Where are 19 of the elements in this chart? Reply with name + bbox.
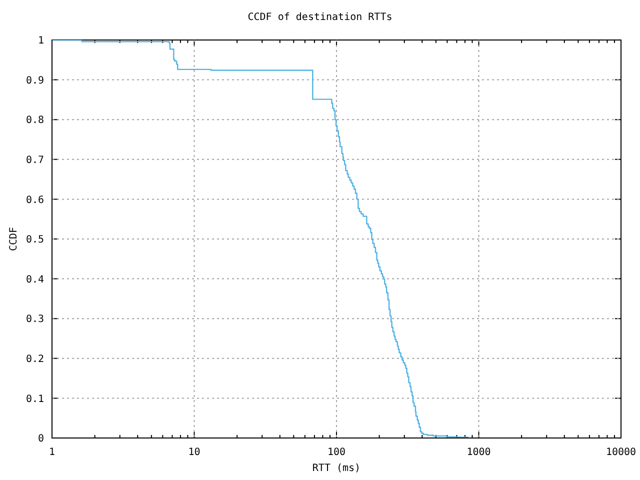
chart-title: CCDF of destination RTTs: [246, 12, 394, 23]
y-tick-label: 0.8: [26, 115, 44, 126]
y-tick-label: 0.7: [26, 154, 44, 166]
y-tick-label: 0.6: [26, 194, 44, 206]
y-tick-label: 0.5: [26, 234, 44, 246]
x-axis-title: RTT (ms): [311, 463, 362, 474]
x-tick-label: 1: [48, 447, 56, 458]
x-tick-label: 100: [327, 447, 346, 458]
y-tick-label: 0.4: [26, 274, 44, 286]
y-tick-label: 1: [38, 36, 44, 47]
x-tick-label: 1000: [466, 447, 491, 458]
x-tick-label: 10: [188, 447, 200, 458]
y-tick-label: 0.2: [26, 354, 44, 365]
y-tick-label: 0.1: [26, 394, 44, 405]
y-axis-title: CCDF: [8, 226, 20, 252]
y-tick-label: 0.9: [26, 75, 44, 86]
y-tick-label: 0.3: [26, 314, 44, 326]
y-tick-label: 0: [38, 434, 44, 445]
x-tick-label: 10000: [606, 447, 636, 458]
